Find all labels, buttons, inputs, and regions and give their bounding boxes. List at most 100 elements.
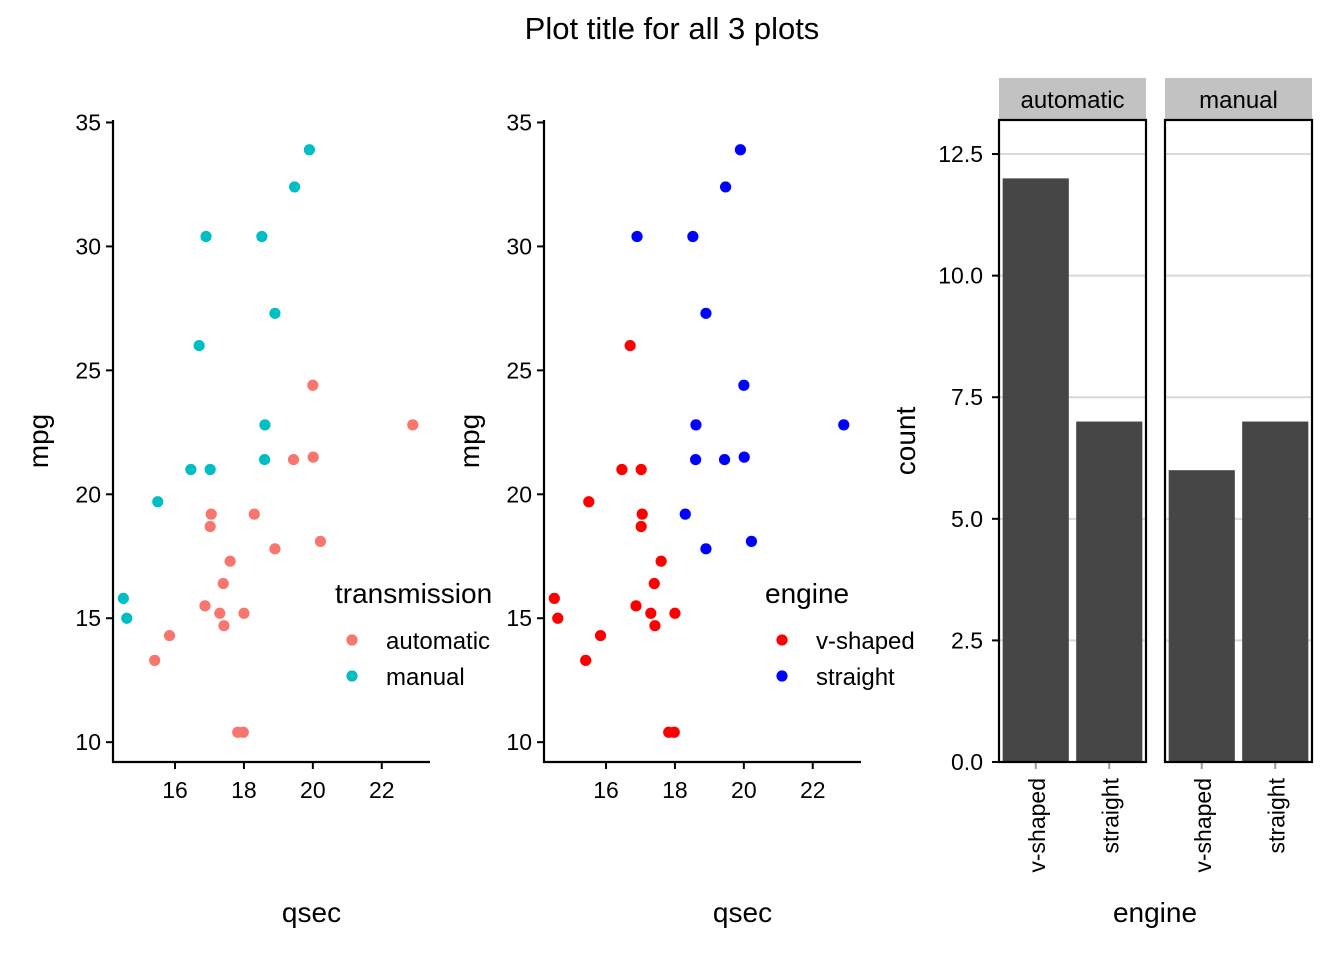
data-point-straight	[838, 419, 850, 431]
y-tick-label: 2.5	[951, 627, 983, 653]
data-point-manual	[288, 181, 301, 193]
x-tick-label: v-shaped	[1190, 778, 1216, 873]
data-point-manual	[259, 419, 271, 431]
data-point-vshaped	[649, 620, 661, 632]
facet-automatic: automatic v-shaped straight	[997, 78, 1148, 873]
plot-title: Plot title for all 3 plots	[525, 11, 820, 46]
data-point-manual	[152, 496, 164, 508]
x-tick-label: v-shaped	[1024, 778, 1050, 873]
data-point-vshaped	[630, 600, 642, 612]
data-point-automatic	[224, 555, 236, 567]
y-tick-label: 10	[75, 729, 101, 755]
data-point-vshaped	[655, 555, 667, 567]
data-point-vshaped	[663, 726, 675, 738]
facet-strip-label: automatic	[1020, 87, 1124, 114]
data-point-straight	[700, 543, 712, 555]
bar-panel: 0.0 2.5 5.0 7.5 10.0 12.5 automatic v-shaped str…	[890, 78, 1314, 928]
y-axis-title: count	[890, 407, 921, 476]
data-point-automatic	[269, 543, 281, 555]
legend-label: manual	[386, 664, 465, 691]
data-point-vshaped	[594, 629, 607, 642]
y-tick-label: 30	[75, 233, 101, 259]
data-point-straight	[738, 451, 750, 463]
data-point-vshaped	[616, 463, 628, 476]
data-point-automatic	[218, 620, 230, 632]
data-point-straight	[687, 230, 699, 243]
facet-border	[1163, 118, 1314, 764]
scatter-panel-2: 10 15 20 25 30 35 16 18 20 22 qsec mpg engine v-shape…	[454, 109, 915, 928]
data-point-straight	[734, 144, 747, 156]
y-tick-label: 5.0	[951, 506, 983, 532]
data-point-automatic	[232, 726, 244, 738]
data-point-vshaped	[645, 607, 657, 619]
data-point-automatic	[205, 508, 217, 520]
data-point-straight	[631, 230, 643, 243]
legend-key	[776, 670, 788, 682]
data-point-straight	[745, 535, 758, 547]
x-tick-label: 22	[800, 777, 826, 803]
data-point-automatic	[149, 654, 161, 666]
y-tick-label: 25	[506, 357, 532, 383]
facet-border	[997, 118, 1148, 764]
scatter-panel-1: 10 15 20 25 30 35 16 18 20 22 qsec mpg transmission a…	[23, 109, 492, 928]
data-point-straight	[738, 379, 750, 391]
data-point-automatic	[248, 508, 260, 520]
y-tick-label: 20	[75, 481, 101, 507]
data-point-automatic	[199, 600, 211, 612]
data-point-automatic	[407, 419, 419, 431]
legend: transmission automatic manual	[335, 578, 492, 691]
x-tick-label: 20	[731, 777, 757, 803]
data-point-manual	[256, 230, 268, 243]
data-point-automatic	[307, 451, 319, 463]
bar-v-shaped	[1168, 470, 1235, 762]
y-tick-label: 35	[75, 109, 101, 135]
legend-title: transmission	[335, 578, 492, 609]
data-point-vshaped	[636, 508, 648, 520]
legend-label: automatic	[386, 628, 490, 655]
data-point-manual	[303, 144, 316, 156]
data-point-straight	[690, 453, 702, 466]
y-tick-label: 25	[75, 357, 101, 383]
data-point-manual	[117, 592, 129, 605]
data-point-straight	[718, 453, 731, 466]
facet-strip	[999, 78, 1146, 120]
y-tick-label: 30	[506, 233, 532, 259]
data-point-vshaped	[624, 339, 636, 352]
x-tick-label: 16	[162, 777, 188, 803]
bar-v-shaped	[1002, 178, 1069, 762]
data-point-manual	[185, 463, 197, 476]
y-tick-label: 12.5	[938, 141, 983, 167]
data-point-automatic	[214, 607, 226, 619]
data-point-vshaped	[669, 607, 681, 619]
data-point-vshaped	[548, 592, 560, 605]
facet-strip	[1165, 78, 1312, 120]
y-tick-label: 7.5	[951, 384, 983, 410]
legend-label: straight	[816, 664, 895, 691]
data-point-automatic	[217, 577, 229, 590]
data-point-automatic	[204, 520, 216, 533]
bar-straight	[1242, 421, 1309, 762]
data-point-manual	[269, 307, 281, 319]
data-point-vshaped	[580, 654, 592, 666]
legend-title: engine	[765, 578, 849, 609]
legend-key	[346, 634, 358, 646]
y-tick-label: 35	[506, 109, 532, 135]
x-tick-label: 20	[300, 777, 326, 803]
bar-straight	[1076, 421, 1143, 762]
data-point-straight	[700, 307, 712, 319]
data-point-straight	[719, 181, 732, 193]
x-tick-label: 22	[369, 777, 395, 803]
data-point-automatic	[163, 629, 176, 642]
legend-key	[346, 670, 358, 682]
y-tick-label: 0.0	[951, 749, 983, 775]
x-axis-title: qsec	[282, 897, 341, 928]
data-point-manual	[259, 453, 271, 466]
data-point-vshaped	[635, 520, 647, 533]
data-point-vshaped	[648, 577, 660, 590]
y-axis-title: mpg	[454, 414, 485, 468]
legend-label: v-shaped	[816, 628, 915, 655]
x-tick-label: 18	[662, 777, 688, 803]
data-point-vshaped	[552, 612, 564, 624]
data-point-manual	[204, 463, 216, 476]
